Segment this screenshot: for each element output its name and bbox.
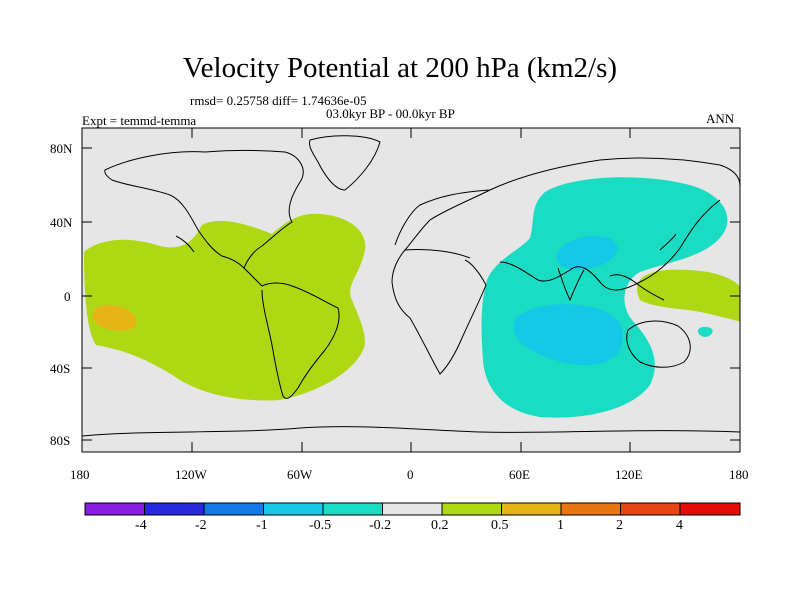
colorbar-label: -4 [135, 518, 147, 533]
lat-label-80n: 80N [50, 141, 73, 156]
colorbar-bin [620, 502, 681, 516]
colorbar-label: -2 [195, 518, 207, 533]
colorbar-label: 4 [676, 518, 683, 533]
lat-label-80s: 80S [50, 433, 71, 448]
colorbar-bin [203, 502, 264, 516]
lon-label-120e: 120E [615, 467, 643, 482]
colorbar-bin [560, 502, 621, 516]
lon-label-180w: 180 [70, 467, 90, 482]
negative-anomaly-core-ocean [513, 304, 623, 366]
colorbar-label: -0.2 [369, 518, 392, 533]
period-label: 03.0kyr BP - 00.0kyr BP [326, 106, 455, 121]
negative-anomaly-indian-ocean [481, 177, 728, 418]
lon-label-60w: 60W [287, 467, 313, 482]
lat-label-0: 0 [64, 289, 71, 304]
lat-label-40n: 40N [50, 215, 73, 230]
colorbar-label: 2 [616, 518, 623, 533]
lat-label-40s: 40S [50, 361, 71, 376]
colorbar-bin [679, 502, 741, 516]
lon-label-60e: 60E [509, 467, 530, 482]
colorbar-bin [144, 502, 205, 516]
colorbar-bin [501, 502, 562, 516]
lon-label-180e: 180 [729, 467, 749, 482]
positive-anomaly-west-pacific [637, 269, 740, 322]
axis-ticks [81, 128, 741, 452]
season-label: ANN [706, 111, 735, 126]
experiment-label: Expt = temmd-temma [82, 113, 197, 128]
colorbar-label: 0.5 [491, 518, 509, 533]
colorbar-label: 0.2 [431, 518, 449, 533]
lon-label-0: 0 [407, 467, 414, 482]
negative-anomaly-core-asia [556, 235, 618, 270]
negative-anomaly-small [697, 326, 713, 337]
stats-line: rmsd= 0.25758 diff= 1.74636e-05 [190, 93, 367, 108]
map-title: Velocity Potential at 200 hPa (km2/s) [182, 52, 618, 84]
colorbar-label: 1 [557, 518, 564, 533]
colorbar-label: -0.5 [309, 518, 332, 533]
coastlines [82, 135, 740, 437]
colorbar [84, 502, 741, 516]
lon-label-120w: 120W [175, 467, 207, 482]
colorbar-label: -1 [256, 518, 268, 533]
colorbar-bin [84, 502, 145, 516]
colorbar-bin [322, 502, 383, 516]
colorbar-bin [382, 502, 443, 516]
colorbar-bin [263, 502, 324, 516]
positive-anomaly-americas [84, 213, 366, 401]
colorbar-bin [441, 502, 502, 516]
positive-anomaly-core [92, 304, 137, 331]
